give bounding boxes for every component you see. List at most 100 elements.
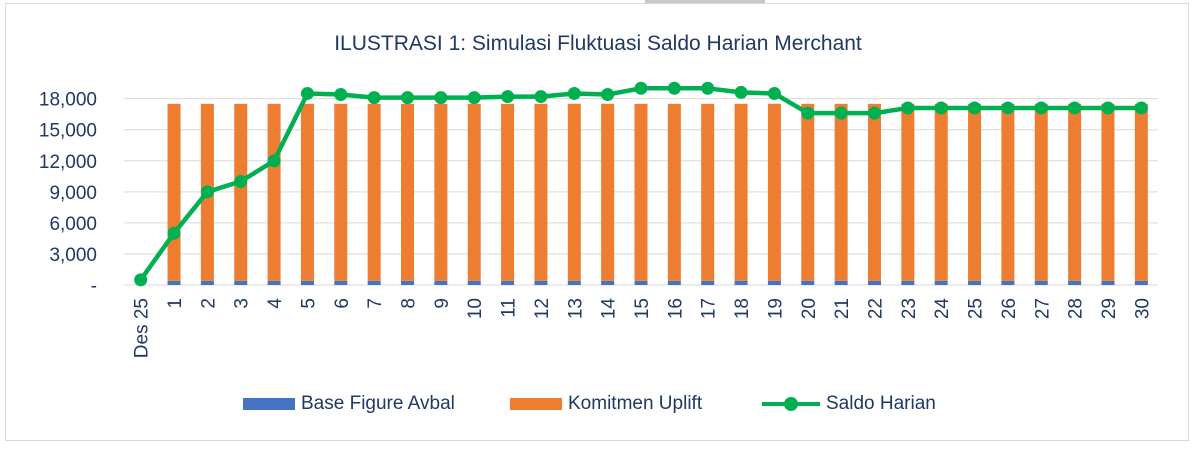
saldo-point: [234, 174, 248, 188]
bar-base: [934, 280, 948, 285]
saldo-point: [1101, 101, 1115, 115]
bar-uplift: [801, 103, 815, 281]
bar-uplift: [901, 103, 915, 281]
bar-base: [968, 280, 982, 285]
saldo-point: [434, 91, 448, 105]
x-tick-label: 14: [599, 298, 620, 320]
bar-base: [634, 280, 648, 285]
bar-base: [434, 280, 448, 285]
bar-base: [801, 280, 815, 285]
legend-item-uplift: Komitmen Uplift: [510, 390, 702, 418]
bar-uplift: [867, 103, 881, 281]
x-tick-label: Des 25: [132, 298, 153, 358]
bar-uplift: [1001, 103, 1015, 281]
bar-uplift: [401, 103, 415, 281]
legend-label-uplift: Komitmen Uplift: [568, 393, 703, 414]
legend-swatch-base: [243, 398, 295, 410]
bar-uplift: [434, 103, 448, 281]
x-tick-label: 15: [632, 298, 653, 319]
x-tick-label: 26: [999, 298, 1020, 319]
y-tick-label: 18,000: [39, 90, 97, 111]
y-tick-label: 6,000: [49, 214, 97, 235]
bar-base: [300, 280, 314, 285]
x-tick-label: 6: [332, 298, 353, 309]
bar-base: [767, 280, 781, 285]
saldo-point: [834, 106, 848, 120]
saldo-point: [467, 91, 481, 105]
bar-uplift: [1101, 103, 1115, 281]
bar-uplift: [601, 103, 615, 281]
legend-swatch-saldo: [762, 397, 820, 411]
saldo-point: [634, 81, 648, 95]
x-tick-label: 21: [832, 298, 853, 319]
saldo-point: [867, 106, 881, 120]
bar-base: [334, 280, 348, 285]
bar-base: [834, 280, 848, 285]
legend-label-base: Base Figure Avbal: [301, 393, 455, 414]
header-tab-marker: [645, 0, 765, 3]
bar-base: [267, 280, 281, 285]
bar-uplift: [367, 103, 381, 281]
saldo-point: [601, 87, 615, 101]
bar-base: [234, 280, 248, 285]
x-tick-label: 19: [765, 298, 786, 319]
legend-item-saldo: Saldo Harian: [762, 390, 936, 418]
bar-base: [534, 280, 548, 285]
saldo-point: [501, 90, 515, 104]
saldo-point: [367, 91, 381, 105]
saldo-point: [567, 86, 581, 100]
x-tick-label: 8: [399, 298, 420, 309]
x-tick-label: 30: [1132, 298, 1153, 319]
y-tick-label: 15,000: [39, 121, 97, 142]
x-tick-label: 9: [432, 298, 453, 309]
legend-item-base: Base Figure Avbal: [243, 390, 455, 418]
x-tick-label: 29: [1099, 298, 1120, 319]
bar-uplift: [934, 103, 948, 281]
bar-base: [567, 280, 581, 285]
saldo-point: [667, 81, 681, 95]
saldo-point: [734, 85, 748, 99]
bar-uplift: [534, 103, 548, 281]
saldo-point: [300, 86, 314, 100]
bar-base: [1001, 280, 1015, 285]
bar-uplift: [1068, 103, 1082, 281]
bar-uplift: [567, 103, 581, 281]
saldo-point: [334, 87, 348, 101]
legend-swatch-uplift: [510, 398, 562, 410]
bar-uplift: [501, 103, 515, 281]
x-tick-label: 12: [532, 298, 553, 319]
y-tick-label: 3,000: [49, 245, 97, 266]
bar-uplift: [667, 103, 681, 281]
x-tick-label: 20: [799, 298, 820, 319]
bar-uplift: [1034, 103, 1048, 281]
bar-base: [200, 280, 214, 285]
x-tick-label: 16: [665, 298, 686, 319]
x-tick-label: 22: [865, 298, 886, 319]
x-tick-label: 7: [365, 298, 386, 309]
saldo-point: [167, 226, 181, 240]
x-tick-label: 27: [1032, 298, 1053, 319]
x-tick-label: 23: [899, 298, 920, 319]
chart-legend: Base Figure Avbal Komitmen Uplift Saldo …: [0, 390, 1196, 418]
saldo-point: [701, 81, 715, 95]
saldo-point: [134, 273, 148, 287]
y-tick-label: -: [91, 276, 97, 297]
chart-title: ILUSTRASI 1: Simulasi Fluktuasi Saldo Ha…: [334, 32, 862, 55]
x-tick-label: 28: [1066, 298, 1087, 319]
x-tick-label: 25: [966, 298, 987, 319]
x-tick-label: 17: [699, 298, 720, 319]
bar-base: [734, 280, 748, 285]
bar-uplift: [634, 103, 648, 281]
x-tick-label: 11: [499, 298, 520, 318]
bar-base: [1068, 280, 1082, 285]
saldo-point: [801, 106, 815, 120]
saldo-point: [901, 101, 915, 115]
saldo-point: [934, 101, 948, 115]
x-tick-label: 3: [232, 298, 253, 309]
x-tick-label: 4: [265, 298, 286, 309]
y-tick-label: 12,000: [39, 152, 97, 173]
bar-base: [601, 280, 615, 285]
bar-base: [901, 280, 915, 285]
bar-uplift: [167, 103, 181, 281]
